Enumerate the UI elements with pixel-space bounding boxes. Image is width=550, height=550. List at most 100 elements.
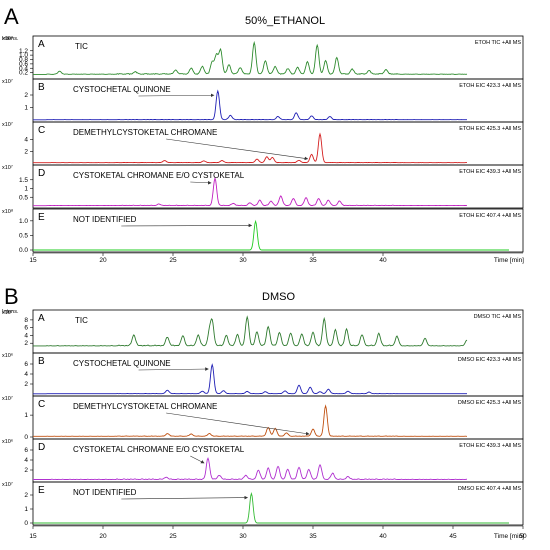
y-exponent-label: x10⁶	[2, 438, 13, 445]
y-tick-label: 0.5	[19, 194, 28, 201]
y-tick-label: 4	[24, 457, 28, 464]
trace-line-b-b	[33, 363, 467, 395]
y-exponent-label: x10⁷	[2, 481, 13, 488]
y-tick-label: 0	[24, 434, 28, 441]
y-exponent-label: x10⁷	[2, 121, 13, 128]
y-tick-label: 1	[24, 506, 28, 513]
x-tick-label: 15	[29, 257, 37, 264]
y-tick-label: 6	[24, 447, 28, 454]
trace-label: CYSTOKETAL CHROMANE E/O CYSTOKETAL	[73, 171, 245, 180]
trace-letter: A	[38, 313, 45, 324]
trace-letter: C	[38, 399, 45, 410]
y-tick-label: 4	[24, 332, 28, 339]
annotation-arrow	[166, 412, 310, 436]
trace-label: CYSTOCHETAL QUINONE	[73, 359, 171, 368]
y-tick-label: 2	[24, 148, 28, 155]
trace-frame-b-e	[32, 481, 524, 526]
y-exponent-label: x10⁶	[2, 352, 13, 359]
trace-label: DEMETHYLCYSTOKETAL CHROMANE	[73, 128, 217, 137]
trace-legend: ETOH EIC 439.3 +All MS	[459, 169, 521, 175]
trace-line-a-e	[33, 219, 509, 251]
trace-line-b-d	[33, 457, 468, 480]
y-tick-label: 1.0	[19, 218, 28, 225]
y-tick-label: 1.0	[19, 52, 28, 59]
trace-label: CYSTOKETAL CHROMANE E/O CYSTOKETAL	[73, 445, 245, 454]
panel-letter-a: A	[4, 4, 19, 29]
panel-b-ylabel: Intens.	[2, 309, 19, 315]
y-tick-label: 4	[24, 371, 28, 378]
trace-legend: ETOH TIC +All MS	[475, 40, 521, 46]
trace-label: NOT IDENTIFIED	[73, 215, 137, 224]
y-exponent-label: x10⁸	[2, 208, 13, 215]
trace-frame-b-a	[32, 309, 524, 354]
trace-label: CYSTOCHETAL QUINONE	[73, 85, 171, 94]
trace-legend: ETOH EIC 425.3 +All MS	[459, 126, 521, 132]
x-tick-label: 50	[519, 533, 527, 540]
y-exponent-label: x10⁷	[2, 395, 13, 402]
annotation-arrow	[190, 180, 212, 185]
y-tick-label: 2	[24, 340, 28, 347]
trace-letter: D	[38, 168, 45, 179]
x-tick-label: 20	[99, 257, 107, 264]
y-tick-label: 0.0	[19, 247, 28, 254]
y-tick-label: 1.5	[19, 177, 28, 184]
y-exponent-label: x10⁷	[2, 309, 13, 316]
trace-legend: DMSO TIC +All MS	[474, 314, 522, 320]
trace-legend: DMSO EIC 423.3 +All MS	[458, 357, 521, 363]
x-tick-label: 35	[309, 257, 317, 264]
trace-letter: A	[38, 39, 45, 50]
trace-line-a-d	[33, 176, 467, 207]
trace-frame-a-d	[32, 164, 524, 209]
trace-legend: DMSO EIC 425.3 +All MS	[458, 400, 521, 406]
x-axis-label: Time [min]	[494, 257, 524, 264]
y-tick-label: 0.2	[19, 70, 28, 77]
x-tick-label: 30	[239, 533, 247, 540]
trace-label: TIC	[75, 316, 88, 325]
trace-legend: ETOH EIC 423.3 +All MS	[459, 83, 521, 89]
panel-letter-b: B	[4, 284, 19, 309]
panel-b-title: DMSO	[262, 291, 295, 303]
annotation-arrow	[190, 455, 205, 464]
x-tick-label: 40	[379, 257, 387, 264]
y-tick-label: 2	[24, 381, 28, 388]
annotation-arrow	[138, 367, 209, 371]
x-tick-label: 45	[449, 533, 457, 540]
y-tick-label: 0.4	[19, 65, 28, 72]
x-axis-label: Time [min]	[494, 533, 524, 540]
trace-legend: ETOH EIC 407.4 +All MS	[459, 213, 521, 219]
trace-letter: D	[38, 442, 45, 453]
x-tick-label: 25	[169, 257, 177, 264]
annotation-arrow	[138, 93, 215, 98]
y-tick-label: 6	[24, 361, 28, 368]
x-tick-label: 15	[29, 533, 37, 540]
x-tick-label: 35	[309, 533, 317, 540]
trace-label: NOT IDENTIFIED	[73, 488, 137, 497]
y-exponent-label: x10⁸	[2, 35, 13, 42]
trace-letter: B	[38, 82, 45, 93]
y-tick-label: 1	[24, 412, 28, 419]
y-exponent-label: x10⁷	[2, 164, 13, 171]
trace-legend: ETOH EIC 439.3 +All MS	[459, 443, 521, 449]
x-tick-label: 30	[239, 257, 247, 264]
y-tick-label: 2	[24, 92, 28, 99]
y-tick-label: 0.6	[19, 61, 28, 68]
panel-a-ylabel: Intens.	[2, 36, 19, 42]
trace-letter: B	[38, 356, 45, 367]
trace-line-b-a	[33, 315, 468, 347]
y-tick-label: 4	[24, 137, 28, 144]
x-tick-label: 20	[99, 533, 107, 540]
y-tick-label: 0	[24, 520, 28, 527]
trace-letter: E	[38, 485, 45, 496]
trace-line-a-b	[33, 89, 467, 121]
annotation-arrow	[121, 223, 253, 228]
y-tick-label: 1.2	[19, 48, 28, 55]
y-tick-label: 8	[24, 317, 28, 324]
x-tick-label: 25	[169, 533, 177, 540]
y-tick-label: 2	[24, 467, 28, 474]
y-tick-label: 0.5	[19, 232, 28, 239]
trace-line-a-c	[33, 132, 467, 164]
trace-line-b-c	[33, 404, 467, 437]
trace-frame-a-e	[32, 208, 524, 253]
